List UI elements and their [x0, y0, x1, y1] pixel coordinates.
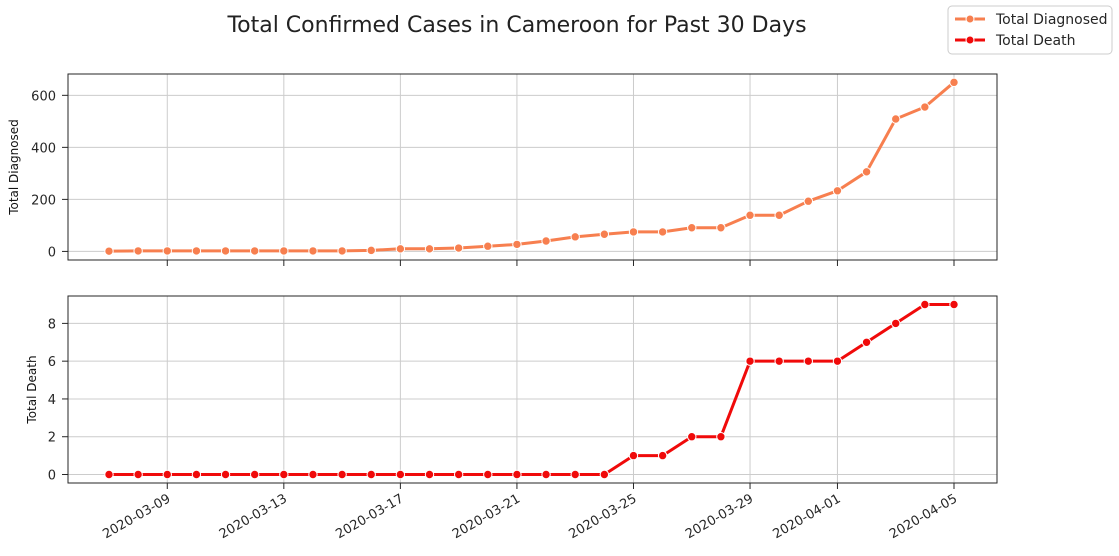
legend-label-diagnosed: Total Diagnosed — [995, 12, 1108, 28]
data-point-death — [920, 299, 930, 310]
data-point-death — [162, 469, 172, 480]
y-tick-label-diagnosed: 0 — [48, 245, 56, 260]
data-point-death — [745, 356, 755, 366]
data-point-death — [279, 469, 289, 480]
data-point-diagnosed — [716, 223, 726, 233]
data-point-death — [657, 450, 668, 461]
y-tick-label-diagnosed: 400 — [31, 141, 56, 156]
data-point-diagnosed — [483, 241, 493, 251]
data-point-diagnosed — [949, 77, 959, 88]
data-point-death — [861, 337, 872, 347]
data-point-diagnosed — [599, 229, 610, 239]
data-point-diagnosed — [220, 246, 231, 256]
data-point-death — [453, 469, 464, 480]
data-point-diagnosed — [337, 246, 347, 256]
data-point-death — [512, 469, 522, 480]
data-point-diagnosed — [891, 114, 901, 124]
x-tick-label: 2020-03-25 — [567, 491, 640, 542]
data-point-death — [716, 432, 726, 442]
data-point-diagnosed — [745, 210, 755, 220]
y-axis-label-death: Total Death — [25, 355, 39, 424]
death-panel: 0 2 4 6 8 Total Death — [25, 295, 998, 489]
data-point-death — [628, 450, 639, 461]
y-tick-label-diagnosed: 200 — [31, 193, 56, 208]
data-point-death — [104, 469, 114, 480]
series-line-death — [109, 303, 954, 476]
data-point-death — [366, 469, 376, 480]
data-point-diagnosed — [628, 227, 639, 237]
data-point-death — [687, 432, 697, 442]
data-point-death — [133, 469, 143, 480]
x-tick-label: 2020-03-17 — [333, 491, 406, 542]
data-point-diagnosed — [104, 246, 114, 256]
data-point-diagnosed — [424, 244, 435, 254]
y-tick-label-death: 8 — [48, 317, 56, 332]
y-tick-label-death: 4 — [48, 393, 56, 408]
data-point-death — [803, 356, 814, 366]
x-tick-label: 2020-03-29 — [683, 491, 756, 542]
y-tick-label-death: 0 — [48, 469, 56, 484]
data-point-diagnosed — [512, 239, 522, 250]
x-tick-label: 2020-03-21 — [450, 491, 523, 542]
data-point-diagnosed — [570, 232, 580, 242]
data-point-diagnosed — [133, 246, 143, 256]
data-point-diagnosed — [861, 167, 872, 177]
data-point-death — [949, 299, 959, 310]
x-tick-label: 2020-04-01 — [771, 491, 844, 542]
data-point-death — [483, 469, 493, 480]
x-tick-label: 2020-04-05 — [887, 491, 960, 542]
legend-entry-diagnosed: Total Diagnosed — [955, 12, 1108, 28]
y-tick-label-diagnosed: 600 — [31, 89, 56, 104]
legend-label-death: Total Death — [995, 33, 1075, 49]
data-point-death — [220, 469, 231, 480]
data-point-death — [337, 469, 347, 480]
data-point-diagnosed — [366, 245, 376, 256]
data-point-death — [832, 356, 843, 366]
data-point-death — [891, 318, 901, 329]
data-point-diagnosed — [191, 246, 202, 256]
data-point-diagnosed — [162, 246, 172, 256]
data-point-diagnosed — [453, 243, 464, 253]
data-point-death — [249, 469, 260, 480]
data-point-diagnosed — [279, 246, 289, 256]
plot-frame-death — [67, 295, 998, 484]
data-point-death — [774, 356, 784, 366]
chart-title: Total Confirmed Cases in Cameroon for Pa… — [226, 13, 806, 38]
legend-entry-death: Total Death — [955, 33, 1075, 49]
x-tick-label: 2020-03-09 — [100, 491, 173, 542]
x-tick-label: 2020-03-13 — [217, 491, 290, 542]
data-point-diagnosed — [657, 227, 668, 237]
data-point-diagnosed — [308, 246, 318, 256]
data-point-diagnosed — [920, 102, 930, 112]
x-axis-tick-labels: 2020-03-09 2020-03-13 2020-03-17 2020-03-21… — [100, 491, 960, 542]
diagnosed-panel: 0 200 400 600 Total Diagnosed — [7, 73, 998, 266]
data-point-death — [424, 469, 435, 480]
data-point-diagnosed — [774, 210, 784, 220]
data-point-death — [599, 469, 610, 480]
data-point-death — [570, 469, 580, 480]
y-tick-label-death: 6 — [48, 355, 56, 370]
data-point-death — [541, 469, 551, 480]
y-tick-label-death: 2 — [48, 431, 56, 446]
data-point-diagnosed — [687, 223, 697, 233]
data-point-diagnosed — [803, 196, 814, 206]
data-point-death — [308, 469, 318, 480]
data-point-diagnosed — [395, 244, 406, 254]
series-line-diagnosed — [108, 81, 955, 253]
data-point-diagnosed — [249, 246, 260, 256]
data-point-death — [395, 469, 406, 480]
data-point-death — [191, 469, 202, 480]
data-point-diagnosed — [832, 186, 843, 196]
plot-frame-diagnosed — [67, 73, 998, 261]
legend: Total Diagnosed Total Death — [947, 5, 1113, 55]
data-point-diagnosed — [541, 236, 551, 246]
y-axis-label-diagnosed: Total Diagnosed — [7, 119, 21, 216]
